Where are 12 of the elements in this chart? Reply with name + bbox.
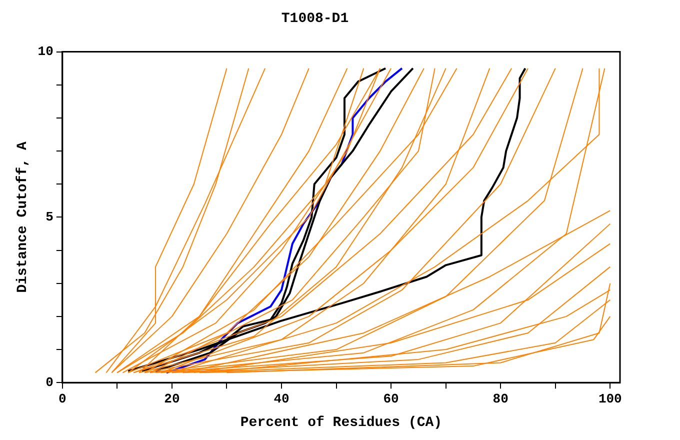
y-tick-label: 5 (46, 209, 54, 224)
x-tick-label: 40 (274, 392, 290, 407)
x-tick-label: 0 (58, 392, 66, 407)
x-tick-label: 80 (492, 392, 509, 407)
x-tick-label: 60 (383, 392, 400, 407)
y-tick-label: 10 (38, 44, 54, 60)
y-tick-label: 0 (46, 374, 54, 390)
y-axis-title: Distance Cutoff, A (14, 140, 31, 293)
x-tick-label: 20 (164, 392, 180, 407)
x-tick-label: 100 (598, 392, 622, 407)
chart-title: T1008-D1 (281, 10, 349, 27)
x-axis-title: Percent of Residues (CA) (240, 415, 442, 432)
